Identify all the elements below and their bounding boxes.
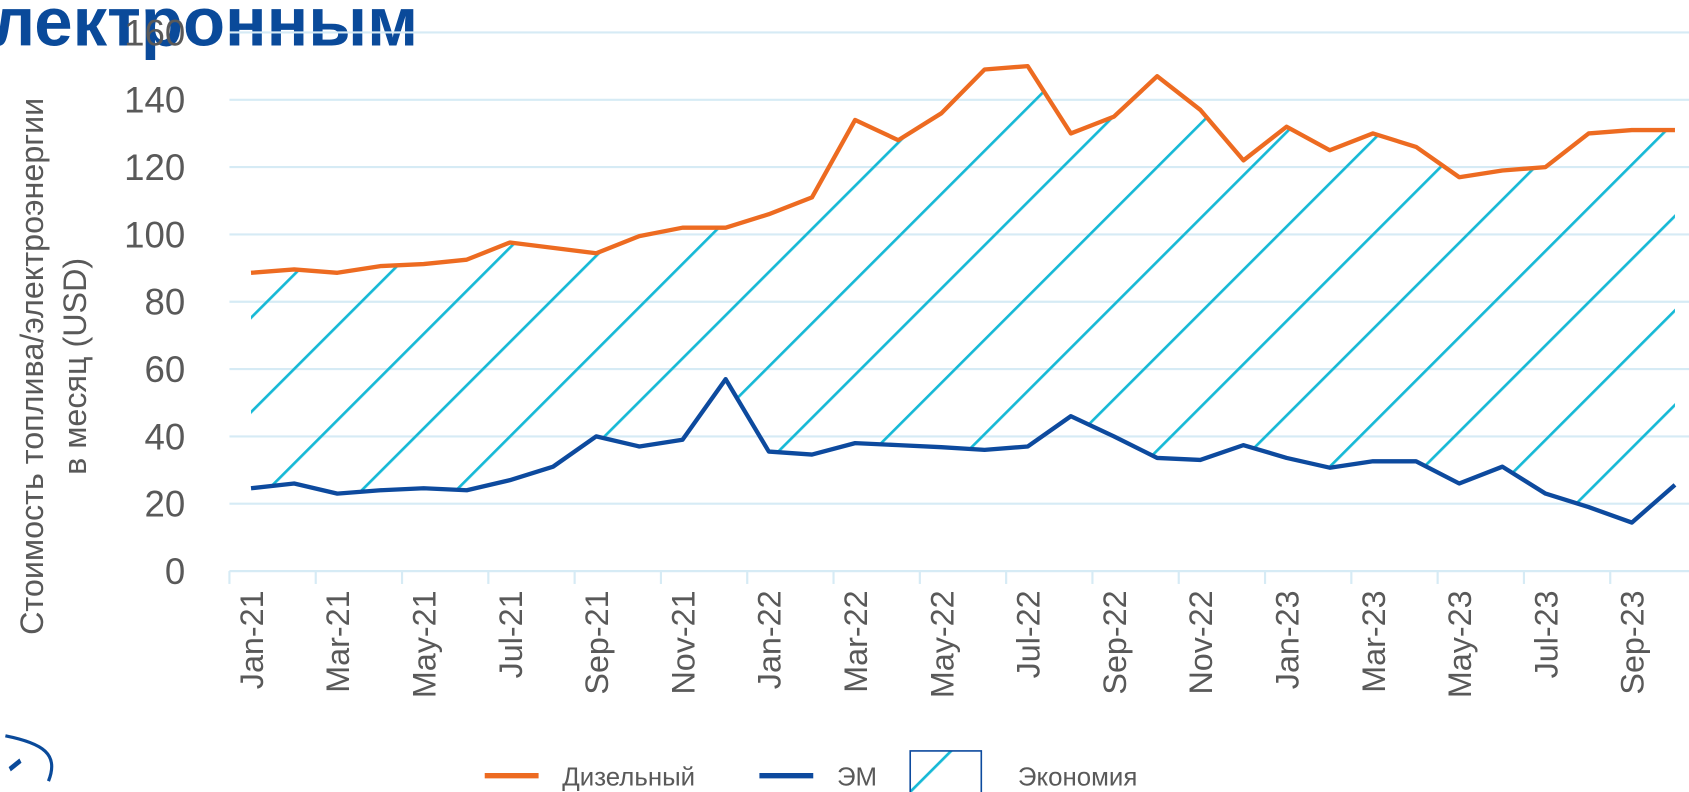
x-tick-label: May-22 [924, 590, 960, 698]
x-tick-label: May-21 [406, 590, 442, 698]
x-tick-label: Mar-21 [320, 590, 356, 692]
logo-plug [8, 758, 22, 772]
y-tick-label: 60 [145, 349, 186, 390]
y-axis-label: Стоимость топлива/электроэнергии [14, 98, 50, 635]
legend-label: Экономия [1018, 763, 1137, 791]
y-tick-label: 80 [145, 282, 186, 323]
y-tick-label: 20 [145, 484, 186, 525]
y-tick-label: 160 [124, 12, 185, 53]
x-tick-label: Nov-22 [1183, 590, 1219, 694]
x-tick-label: Jan-23 [1269, 590, 1305, 689]
y-tick-label: 100 [124, 214, 185, 255]
x-tick-label: Mar-23 [1356, 590, 1392, 692]
legend-label: ЭМ [837, 763, 877, 791]
y-axis-label: в месяц (USD) [57, 258, 93, 475]
y-tick-label: 140 [124, 80, 185, 121]
series-line [250, 63, 1675, 275]
x-tick-label: Mar-22 [838, 590, 874, 692]
series-line [250, 377, 1677, 525]
x-tick-label: Sep-21 [579, 590, 615, 694]
x-tick-label: Sep-23 [1615, 590, 1651, 694]
legend-label: Дизельный [562, 763, 695, 791]
x-tick-label: Nov-21 [665, 590, 701, 694]
y-tick-label: 0 [165, 551, 185, 592]
y-tick-label: 120 [124, 147, 185, 188]
x-tick-label: Jan-21 [234, 590, 270, 689]
x-tick-label: Jan-22 [752, 590, 788, 689]
x-tick-label: Jul-22 [1011, 590, 1047, 678]
x-tick-label: Jul-23 [1528, 590, 1564, 678]
legend-swatch [909, 750, 983, 792]
logo [5, 734, 54, 782]
slide-title: лектронным [0, 0, 418, 60]
savings-area [251, 66, 1675, 523]
x-tick-label: May-23 [1442, 590, 1478, 698]
y-tick-label: 40 [145, 416, 186, 457]
x-tick-label: Jul-21 [493, 590, 529, 678]
x-tick-label: Sep-22 [1097, 590, 1133, 694]
